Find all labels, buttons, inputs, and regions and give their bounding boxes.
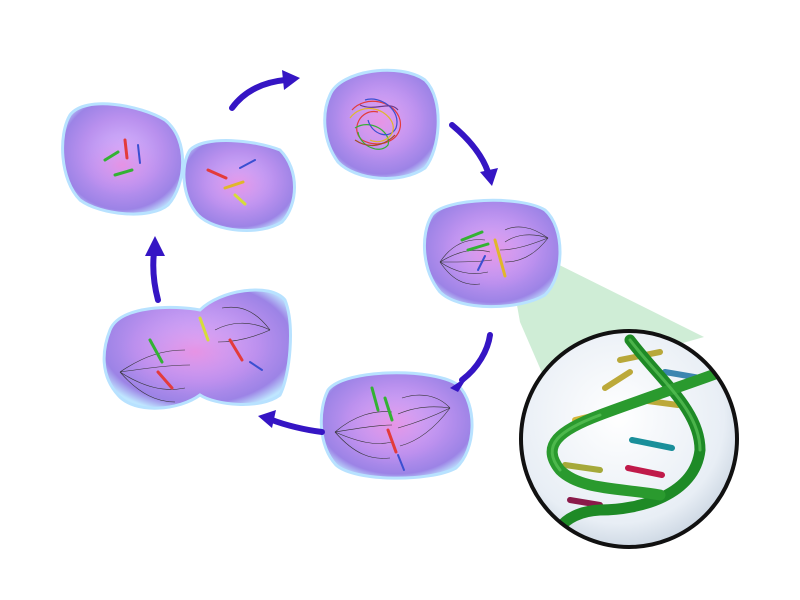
metaphase-cell bbox=[319, 371, 474, 480]
arrow-daughter-to-interphase bbox=[229, 77, 288, 111]
arrow-anaphase-to-daughter bbox=[150, 249, 161, 303]
spindle-fibers bbox=[439, 226, 549, 285]
prophase-cell bbox=[422, 198, 562, 309]
arrow-prophase-to-metaphase bbox=[459, 332, 493, 383]
dna-zoom-inset bbox=[519, 329, 739, 549]
cycle-arrows bbox=[150, 77, 493, 435]
anaphase-cell bbox=[102, 288, 292, 410]
arrow-metaphase-to-anaphase bbox=[269, 417, 325, 435]
arrow-heads bbox=[145, 70, 498, 428]
spindle-fibers bbox=[334, 394, 451, 459]
interphase-cell bbox=[323, 68, 440, 180]
daughter-cell-left bbox=[61, 102, 185, 216]
spindle-fibers bbox=[119, 306, 271, 403]
arrow-interphase-to-prophase bbox=[449, 122, 491, 175]
daughter-cell-right bbox=[182, 139, 296, 232]
chromatin-tangle bbox=[349, 98, 401, 150]
